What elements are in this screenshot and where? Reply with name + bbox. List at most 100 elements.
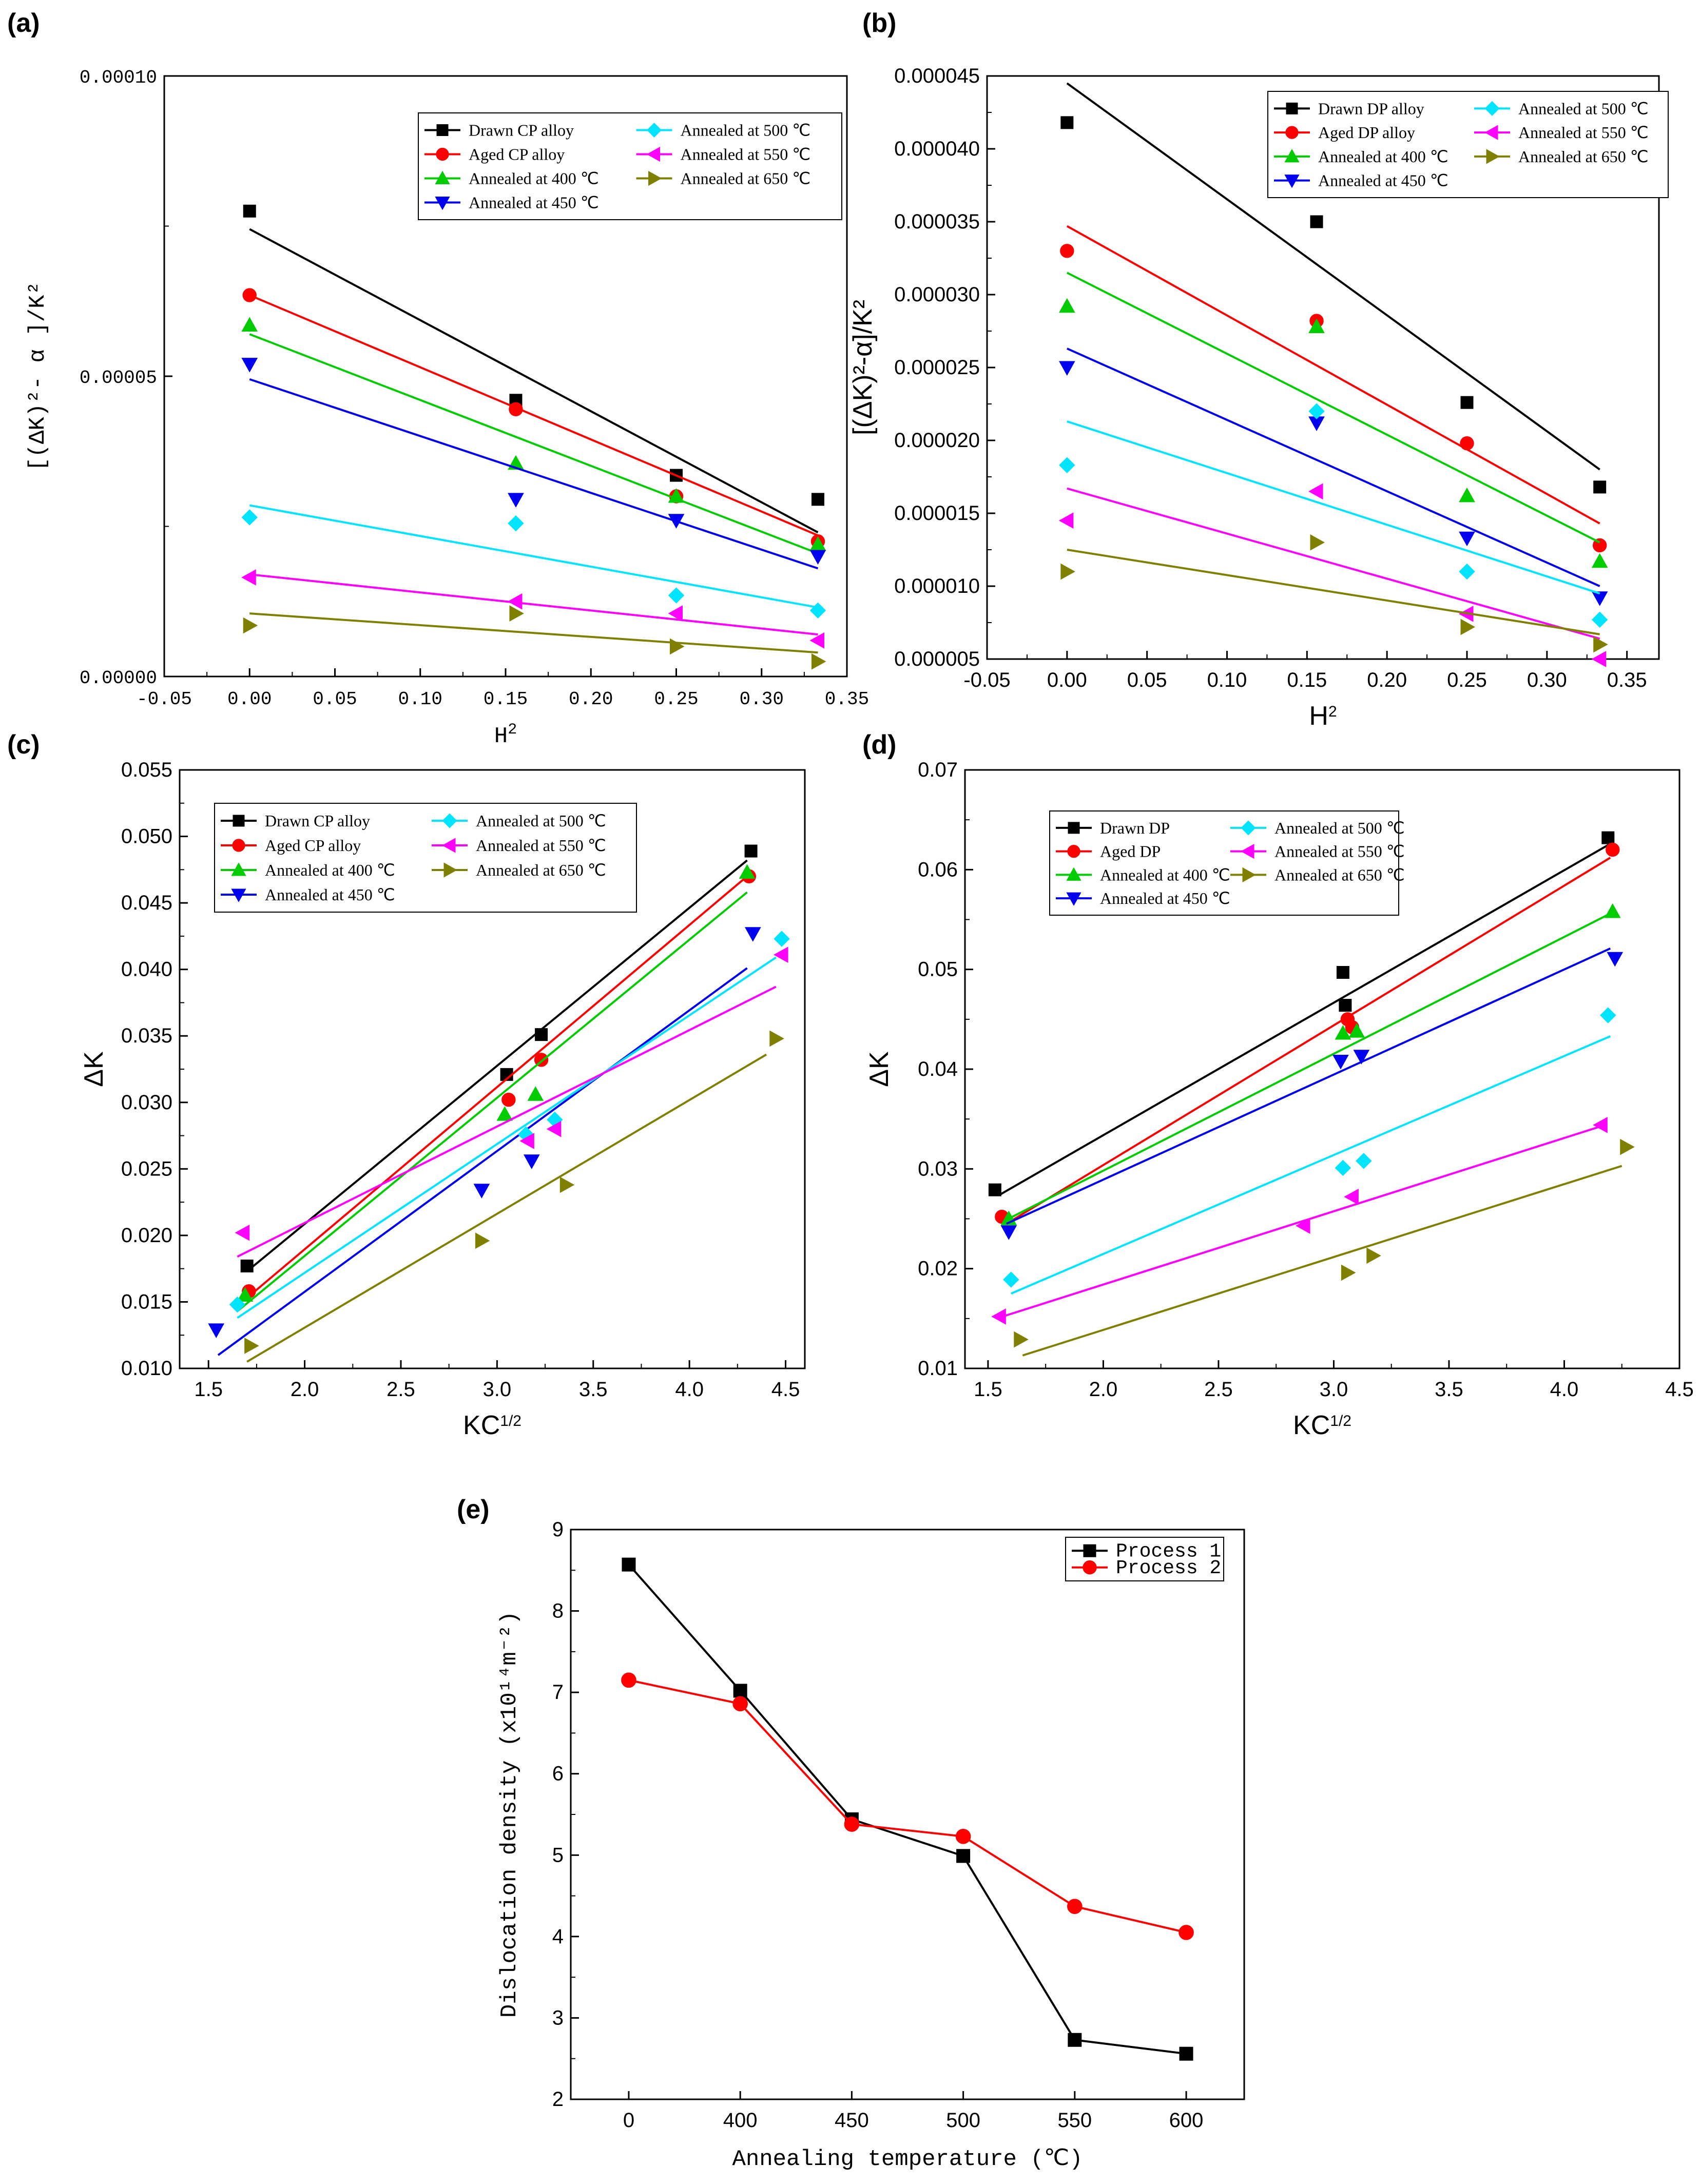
y-tick-label: 0.000035 [894, 210, 980, 233]
x-tick-label: 0.35 [1607, 669, 1647, 691]
data-point [240, 1259, 254, 1272]
x-tick-label: 600 [1169, 2109, 1204, 2132]
data-point [1348, 1023, 1365, 1038]
legend-marker [1284, 175, 1300, 188]
data-point [1356, 1153, 1372, 1169]
fit-line [249, 573, 818, 636]
y-tick-label: 0.025 [121, 1157, 172, 1180]
fit-line [237, 985, 777, 1258]
data-point [1058, 512, 1074, 529]
data-point [668, 488, 685, 503]
x-tick-label: 0.20 [1367, 669, 1407, 691]
legend-label: Annealed at 500 ℃ [1274, 819, 1405, 837]
x-tick-label: 3.0 [483, 1378, 512, 1401]
legend-label: Aged DP [1100, 842, 1161, 861]
x-axis-title: H2 [494, 721, 517, 749]
legend-label: Annealed at 450 ℃ [265, 885, 395, 904]
legend-marker [1241, 844, 1254, 859]
x-tick-label: 3.5 [579, 1378, 608, 1401]
data-point [496, 1106, 513, 1121]
data-point [241, 569, 256, 586]
data-point [1601, 831, 1615, 844]
series-2 [1060, 225, 1607, 553]
data-point [809, 632, 824, 649]
x-tick-label: 4.0 [675, 1378, 704, 1401]
panel-label: (d) [862, 730, 896, 760]
legend-label: Aged CP alloy [469, 145, 565, 164]
legend-marker [1286, 102, 1298, 114]
data-point [809, 550, 826, 565]
legend-frame [214, 803, 637, 913]
legend-item: Annealed at 400 ℃ [221, 861, 395, 879]
data-point [535, 1028, 548, 1041]
y-axis-title: [(ΔK)²-α]/K² [848, 300, 878, 435]
y-tick-label: 0.07 [918, 759, 958, 781]
data-point [1179, 1925, 1194, 1940]
legend-frame [1267, 91, 1669, 198]
data-point [1460, 619, 1476, 635]
series-4 [1058, 347, 1608, 606]
data-point [559, 1176, 575, 1193]
data-point [1310, 534, 1325, 551]
data-point [243, 204, 256, 218]
data-point [208, 1323, 225, 1338]
legend-label: Process 1 [1116, 1540, 1221, 1562]
x-tick-label: 0.25 [654, 689, 698, 710]
data-point [507, 593, 523, 610]
data-point [955, 1829, 971, 1844]
legend-item: Annealed at 450 ℃ [1056, 889, 1230, 907]
panel-b: (b)0.0000050.0000100.0000150.0000200.000… [848, 8, 1669, 731]
data-point [1341, 1264, 1356, 1281]
y-tick-label: 0.00010 [80, 67, 157, 88]
fit-line [1067, 420, 1600, 595]
x-tick-label: 0.25 [1447, 669, 1487, 691]
y-tick-label: 9 [552, 1518, 564, 1541]
series-1 [240, 844, 758, 1272]
fit-line [249, 333, 819, 555]
y-axis-title: [(ΔK)²- α ]/K² [25, 281, 51, 471]
data-point [546, 1120, 562, 1137]
fit-line [237, 891, 748, 1312]
data-point [774, 931, 790, 947]
y-tick-label: 0.00005 [80, 368, 157, 389]
legend-label: Annealed at 550 ℃ [1518, 123, 1649, 142]
fit-line [1067, 487, 1600, 640]
legend-item: Annealed at 650 ℃ [432, 861, 606, 879]
fit-line [1066, 225, 1600, 525]
data-point [739, 864, 756, 879]
legend-item: Annealed at 550 ℃ [1230, 842, 1405, 861]
data-point [1014, 1331, 1029, 1348]
legend-marker [442, 838, 456, 853]
legend-label: Annealed at 400 ℃ [1318, 147, 1448, 166]
data-point [1058, 298, 1075, 313]
series-4 [241, 358, 826, 570]
legend-item: Annealed at 450 ℃ [1274, 171, 1448, 190]
data-point [241, 317, 258, 332]
series-line [628, 1679, 1187, 1934]
x-tick-label: 0.30 [740, 689, 784, 710]
fit-line [1067, 549, 1600, 635]
legend-marker [435, 197, 450, 210]
panel-c: (c) 0.010 0.015 0.020 0.025 0.030 0.035 0.040 0.… [7, 730, 806, 1440]
y-tick-label: 2 [552, 2088, 564, 2111]
data-point [1459, 531, 1475, 547]
legend-label: Annealed at 400 ℃ [265, 861, 395, 879]
x-tick-label: 0 [623, 2109, 634, 2132]
data-point [473, 1184, 490, 1199]
legend-item: Drawn DP [1056, 819, 1170, 837]
fit-line [1006, 948, 1611, 1225]
x-tick-label: 0.30 [1527, 669, 1567, 691]
series-7 [1014, 1138, 1635, 1357]
panel-label: (b) [862, 8, 896, 38]
y-tick-label: 8 [552, 1600, 564, 1622]
legend-item: Aged DP alloy [1274, 123, 1415, 142]
x-tick-label: 500 [946, 2109, 980, 2132]
data-point [1604, 903, 1621, 918]
legend-marker [231, 888, 246, 902]
fit-line [237, 956, 777, 1319]
x-tick-label: 0.05 [1127, 669, 1167, 691]
data-point [844, 1816, 860, 1832]
data-point [1336, 965, 1349, 979]
legend-item: Drawn CP alloy [424, 121, 574, 140]
data-point [732, 1696, 748, 1712]
